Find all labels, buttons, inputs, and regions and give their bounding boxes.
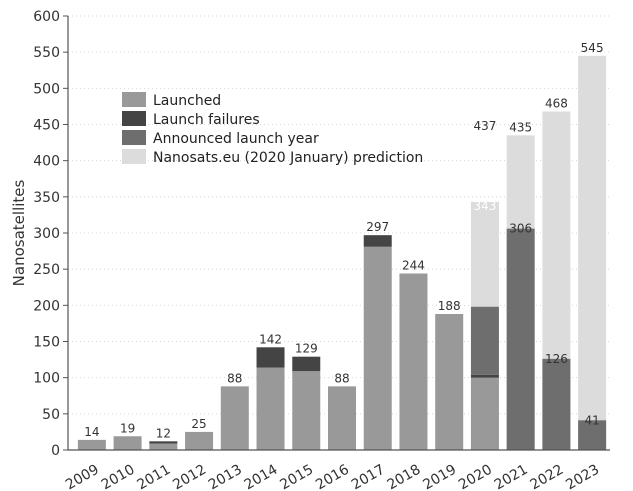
data-label-2017: 297 <box>366 220 389 234</box>
legend-label-launched: Launched <box>153 93 221 109</box>
data-label-2016: 88 <box>334 371 349 385</box>
x-tick-label-2014: 2014 <box>242 462 281 491</box>
x-tick-label-2016: 2016 <box>313 462 352 491</box>
legend-label-launch-failures: Launch failures <box>153 112 260 128</box>
x-tick-label-2019: 2019 <box>420 462 459 491</box>
bar-launch-failures-2014 <box>256 347 285 368</box>
data-labels: 14 19 12 25 88 142 129 88 297 244 188 437 343 435 306 4… <box>84 41 603 441</box>
y-tick-label-350: 350 <box>33 190 60 206</box>
data-label-2021-inner: 306 <box>509 222 532 236</box>
bar-launched-2016 <box>328 386 356 450</box>
data-label-2011: 12 <box>156 426 171 440</box>
data-label-2013: 88 <box>227 371 242 385</box>
data-label-2022-inner: 126 <box>545 352 568 366</box>
data-label-2009: 14 <box>84 425 99 439</box>
x-tick-label-2009: 2009 <box>63 462 102 491</box>
bar-launched-2015 <box>292 371 321 450</box>
x-tick-label-2017: 2017 <box>349 462 388 491</box>
bar-announced-launch-year-2022 <box>542 358 571 450</box>
bar-launched-2019 <box>435 314 464 450</box>
bar-prediction-2023 <box>578 55 607 451</box>
y-tick-label-100: 100 <box>33 371 60 387</box>
data-label-2020-inner: 343 <box>473 199 496 213</box>
bar-launched-2012 <box>185 431 214 450</box>
data-label-2022: 468 <box>545 96 568 110</box>
legend-swatch-announced-launch-year <box>122 130 146 145</box>
data-label-2014: 142 <box>259 332 282 346</box>
x-axis-ticks: 2009201020112012201320142015201620172018… <box>63 462 602 491</box>
bars <box>77 55 607 451</box>
y-tick-label-50: 50 <box>42 407 60 423</box>
bar-launched-2010 <box>113 436 142 450</box>
y-axis-label: Nanosatellites <box>10 179 28 286</box>
y-tick-label-250: 250 <box>33 262 60 278</box>
data-label-2023: 545 <box>581 41 604 55</box>
x-tick-label-2012: 2012 <box>170 462 209 491</box>
x-tick-label-2023: 2023 <box>563 462 602 491</box>
x-tick-label-2015: 2015 <box>277 462 316 491</box>
legend: Launched Launch failures Announced launch … <box>122 92 423 166</box>
x-tick-label-2011: 2011 <box>134 462 173 491</box>
x-tick-label-2021: 2021 <box>492 462 531 491</box>
data-label-2015: 129 <box>295 342 318 356</box>
bar-launch-failures-2015 <box>292 356 321 372</box>
bar-announced-launch-year-2020 <box>470 306 499 375</box>
y-axis-ticks: 0 50 100 150 200 250 300 350 400 450 500 550 600 <box>33 9 68 459</box>
x-tick-label-2020: 2020 <box>456 462 495 491</box>
bar-launched-2013 <box>220 386 249 450</box>
data-label-2023-inner: 41 <box>584 413 599 427</box>
data-label-2018: 244 <box>402 259 425 273</box>
bar-launched-2009 <box>77 439 106 450</box>
x-tick-label-2018: 2018 <box>385 462 424 491</box>
x-tick-label-2010: 2010 <box>99 462 138 491</box>
bar-announced-launch-year-2023 <box>578 420 607 450</box>
legend-swatch-launched <box>122 92 146 107</box>
y-tick-label-0: 0 <box>51 443 60 459</box>
legend-label-announced-launch-year: Announced launch year <box>153 131 319 147</box>
legend-swatch-launch-failures <box>122 111 146 126</box>
bar-announced-launch-year-2021 <box>506 228 535 450</box>
y-tick-label-600: 600 <box>33 9 60 25</box>
y-tick-label-450: 450 <box>33 118 60 134</box>
y-tick-label-150: 150 <box>33 335 60 351</box>
y-tick-label-500: 500 <box>33 81 60 97</box>
y-tick-label-400: 400 <box>33 154 60 170</box>
legend-swatch-nanosats-eu-2020-january-prediction <box>122 149 146 164</box>
x-tick-label-2022: 2022 <box>528 462 567 491</box>
bar-launched-2020 <box>470 377 499 450</box>
x-tick-label-2013: 2013 <box>206 462 245 491</box>
y-tick-label-550: 550 <box>33 45 60 61</box>
y-tick-label-200: 200 <box>33 298 60 314</box>
bar-launched-2017 <box>363 246 392 450</box>
bar-launch-failures-2011 <box>149 441 178 444</box>
data-label-2021: 435 <box>509 120 532 134</box>
bar-launched-2018 <box>399 273 428 450</box>
legend-label-nanosats-eu-2020-january-prediction: Nanosats.eu (2020 January) prediction <box>153 150 423 166</box>
bar-launch-failures-2017 <box>363 235 392 247</box>
bar-launched-2014 <box>256 367 285 450</box>
bar-launch-failures-2020 <box>470 374 499 378</box>
data-label-2019: 188 <box>438 299 461 313</box>
y-tick-label-300: 300 <box>33 226 60 242</box>
bar-launched-2011 <box>149 443 178 450</box>
data-label-2012: 25 <box>191 417 206 431</box>
data-label-2020: 437 <box>473 119 496 133</box>
data-label-2010: 19 <box>120 421 135 435</box>
